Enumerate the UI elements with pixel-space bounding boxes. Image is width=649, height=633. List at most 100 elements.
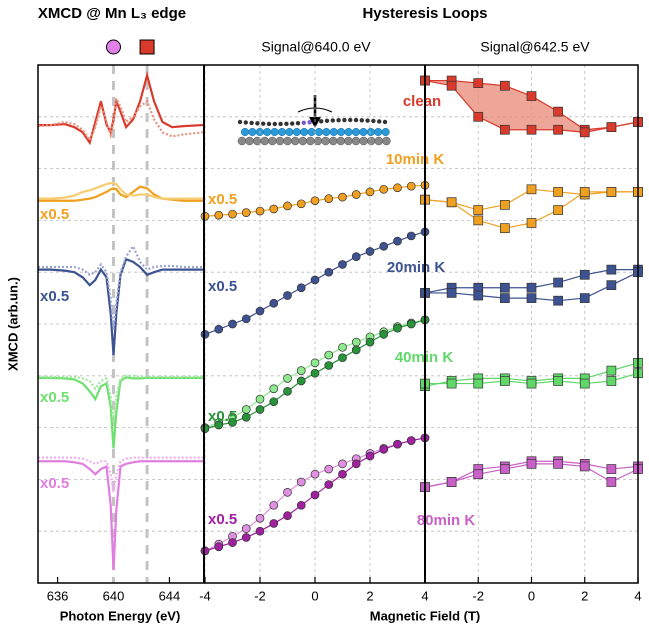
molecule-atom xyxy=(261,121,266,126)
point xyxy=(241,533,251,542)
point xyxy=(606,280,617,290)
molecule-atom xyxy=(371,118,376,124)
point xyxy=(214,210,224,220)
point xyxy=(406,319,416,329)
point xyxy=(446,80,457,91)
panel-subtitle: Signal@642.5 eV xyxy=(480,39,590,55)
layer-atom xyxy=(322,127,331,137)
point xyxy=(365,337,375,347)
point xyxy=(296,199,306,209)
scale-label: x0.5 xyxy=(40,288,69,305)
x-tick-label: -4 xyxy=(199,588,211,603)
point xyxy=(579,187,590,197)
point xyxy=(606,264,617,275)
point xyxy=(214,324,224,334)
point xyxy=(579,293,590,303)
point xyxy=(338,192,347,202)
panel-subtitle: Signal@640.0 eV xyxy=(261,39,371,55)
point xyxy=(351,252,361,262)
point xyxy=(324,480,334,489)
point xyxy=(473,290,484,301)
series-line xyxy=(37,95,204,143)
point xyxy=(406,436,416,445)
point xyxy=(324,464,334,474)
point xyxy=(241,208,251,217)
molecule-atom xyxy=(359,118,364,123)
molecule-atom xyxy=(295,120,301,126)
point xyxy=(269,500,279,510)
series-label: 10min K xyxy=(386,151,445,168)
point xyxy=(393,183,402,193)
point xyxy=(269,397,279,407)
point xyxy=(310,358,320,368)
point xyxy=(579,378,590,389)
point xyxy=(255,405,265,414)
point xyxy=(473,469,484,480)
series-label: clean xyxy=(403,93,441,110)
point xyxy=(283,511,292,521)
point xyxy=(473,111,484,122)
series-line xyxy=(38,456,203,493)
series-label: 20min K xyxy=(387,259,446,276)
point xyxy=(310,490,320,500)
molecule-atom xyxy=(307,120,312,125)
beam-arrowhead xyxy=(309,117,321,128)
point xyxy=(500,464,510,474)
point xyxy=(579,461,590,472)
point xyxy=(553,376,563,386)
point xyxy=(365,451,375,461)
point xyxy=(553,106,563,117)
point xyxy=(526,378,537,389)
molecule-atom xyxy=(301,120,306,125)
point xyxy=(526,124,537,135)
layer-atom xyxy=(344,127,353,137)
molecule-atom xyxy=(377,119,382,124)
energy-marker xyxy=(106,39,122,55)
point xyxy=(241,524,251,533)
point xyxy=(269,519,279,528)
point xyxy=(310,469,320,479)
point xyxy=(351,190,361,199)
molecule-atom xyxy=(348,117,353,123)
point xyxy=(500,124,510,135)
layer-atom xyxy=(277,127,287,137)
point xyxy=(269,298,279,308)
point xyxy=(228,538,237,547)
point xyxy=(500,376,510,386)
point xyxy=(214,542,224,552)
x-tick-label: -2 xyxy=(254,588,266,603)
point xyxy=(214,420,224,430)
layer-atom xyxy=(240,127,250,137)
point xyxy=(473,205,484,215)
point xyxy=(446,288,457,298)
molecule-atom xyxy=(353,117,359,123)
point xyxy=(553,205,563,215)
point xyxy=(228,319,237,329)
panel-title: Hysteresis Loops xyxy=(362,5,487,22)
point xyxy=(269,204,279,214)
molecule-atom xyxy=(243,120,248,125)
point xyxy=(379,184,389,194)
molecule-atom xyxy=(330,118,335,123)
layer-atom xyxy=(366,127,375,137)
point xyxy=(228,418,237,427)
series-line xyxy=(38,71,204,146)
frame xyxy=(37,64,639,584)
layer-atom xyxy=(300,127,309,137)
x-tick-label: 2 xyxy=(581,588,588,603)
x-tick-label: 644 xyxy=(159,588,181,603)
molecule-atom xyxy=(336,118,341,123)
x-axis-label: Magnetic Field (T) xyxy=(370,608,481,623)
series-line xyxy=(38,244,203,330)
molecule-atom xyxy=(266,121,272,127)
point xyxy=(500,282,510,293)
substrate-atom xyxy=(275,136,285,146)
point xyxy=(446,378,457,389)
point xyxy=(296,376,306,386)
x-axis-label: Photon Energy (eV) xyxy=(60,608,181,623)
molecule-atom xyxy=(278,121,283,127)
point xyxy=(241,314,251,324)
point xyxy=(606,187,617,197)
point xyxy=(553,459,563,469)
